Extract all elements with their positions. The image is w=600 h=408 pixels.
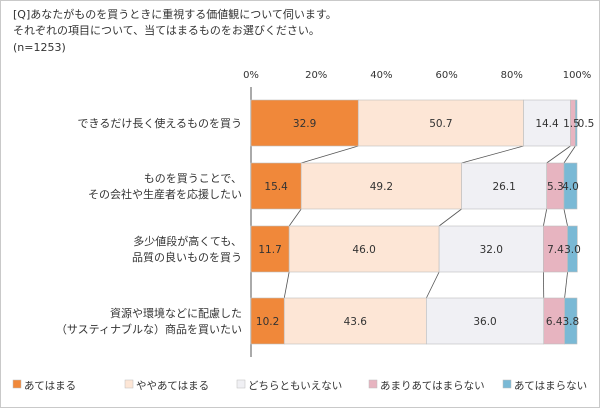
bar-segment	[250, 162, 302, 210]
bar-segment	[564, 297, 578, 345]
x-tick-label: 0%	[243, 70, 259, 81]
question-line-1: [Q]あなたがものを買うときに重視する価値観について伺います。	[13, 8, 337, 21]
bar-value-label: 36.0	[473, 316, 496, 328]
connector-line	[546, 145, 571, 164]
bar-segment	[575, 99, 578, 147]
connector-line	[564, 271, 568, 299]
legend-swatch	[124, 379, 134, 389]
bar-segment	[461, 162, 547, 210]
bar-value-label: 50.7	[429, 118, 452, 130]
bar-value-label: 43.6	[344, 316, 368, 328]
bar-segment	[300, 162, 462, 210]
legend-swatch	[236, 379, 246, 389]
bar-value-label: 6.4	[546, 316, 563, 328]
category-label: ものを買うことで、	[144, 172, 242, 185]
bar-segment	[426, 297, 545, 345]
connector-line	[288, 208, 302, 227]
bar-value-label: 14.4	[535, 118, 559, 130]
bar-value-label: 3.0	[564, 244, 581, 256]
question-line-2: それぞれの項目について、当てはまるものをお選びください。	[13, 24, 320, 37]
bar-value-label: 3.8	[562, 316, 579, 328]
legend-swatch	[502, 379, 512, 389]
bar-segment	[250, 99, 359, 147]
category-label: 多少値段が高くても、	[133, 234, 242, 248]
x-tick-label: 20%	[305, 70, 327, 81]
sample-size: (n=1253)	[13, 41, 66, 54]
bar-value-label: 32.0	[480, 244, 503, 256]
category-label: 資源や環境などに配慮した	[110, 306, 242, 320]
x-tick-label: 60%	[435, 70, 457, 81]
legend-label: どちらともいえない	[248, 380, 342, 392]
x-tick-label: 80%	[501, 70, 523, 81]
bar-value-label: 0.5	[578, 118, 595, 130]
bar-value-label: 32.9	[293, 118, 316, 130]
bar-segment	[543, 225, 568, 273]
legend-label: あてはまらない	[514, 380, 587, 392]
bar-segment	[563, 162, 578, 210]
legend-label: あまりあてはまらない	[380, 380, 485, 392]
bar-segment	[250, 225, 290, 273]
connector-line	[563, 208, 568, 227]
bar-segment	[250, 297, 285, 345]
bar-segment	[283, 297, 427, 345]
legend-label: あてはまる	[24, 380, 76, 392]
connector-line	[461, 145, 524, 164]
category-label: できるだけ長く使えるものを買う	[78, 117, 242, 130]
bar-value-label: 49.2	[370, 181, 393, 193]
bar-segment	[288, 225, 440, 273]
legend-swatch	[12, 379, 22, 389]
legend-label: ややあてはまる	[136, 380, 209, 392]
bar-value-label: 46.0	[352, 244, 375, 256]
bar-value-label: 4.0	[562, 181, 579, 193]
bar-value-label: 10.2	[256, 316, 279, 328]
category-label: 品質の良いものを買う	[132, 250, 242, 264]
x-tick-label: 40%	[370, 70, 392, 81]
connector-line	[426, 271, 440, 299]
bar-segment	[567, 225, 578, 273]
connector-line	[438, 208, 462, 227]
category-label: （サスティナブルな）商品を買いたい	[56, 322, 242, 336]
connector-line	[283, 271, 290, 299]
category-label: その会社や生産者を応援したい	[88, 187, 242, 201]
connector-line	[301, 145, 359, 164]
bar-segment	[438, 225, 544, 273]
x-tick-label: 100%	[563, 70, 592, 81]
connector-line	[563, 145, 576, 164]
bar-value-label: 5.3	[547, 181, 564, 193]
bar-value-label: 1.5	[563, 118, 580, 130]
bar-value-label: 26.1	[492, 181, 515, 193]
bar-value-label: 7.4	[547, 244, 564, 256]
bar-value-label: 11.7	[258, 244, 281, 256]
bar-value-label: 15.4	[264, 181, 288, 193]
connector-line	[543, 208, 548, 227]
legend-swatch	[368, 379, 378, 389]
